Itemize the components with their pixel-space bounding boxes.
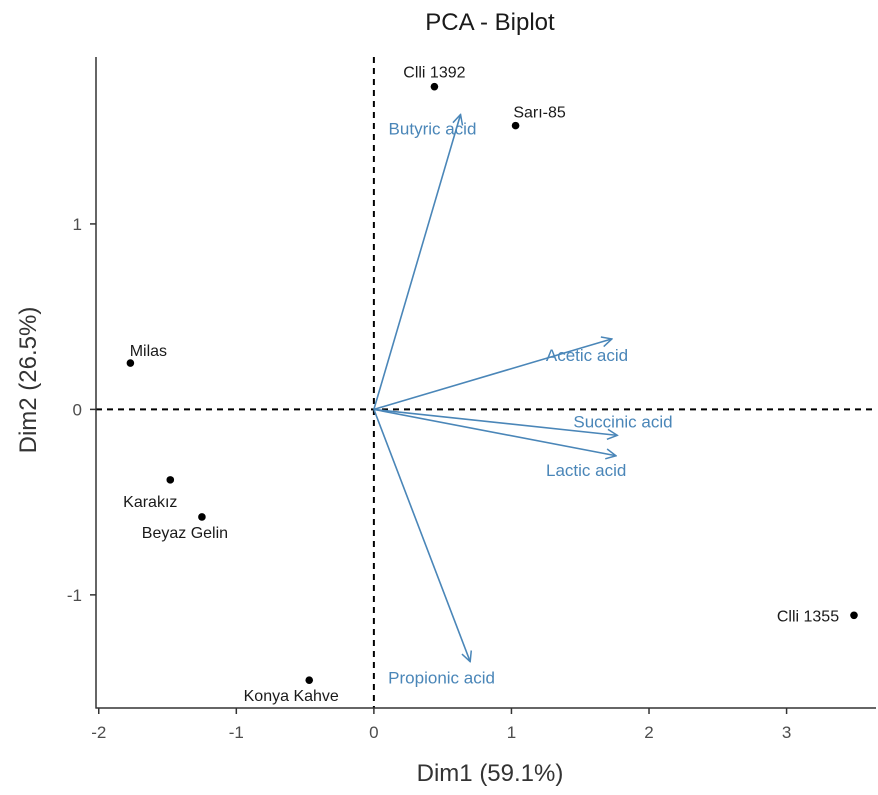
point-label-sar-85: Sarı-85 (513, 105, 566, 122)
x-tick-label: 1 (507, 723, 516, 742)
y-tick-label: 1 (73, 215, 82, 234)
x-tick-label: 2 (644, 723, 653, 742)
vector-propionic-acid (373, 409, 470, 661)
point-clli-1355 (850, 611, 858, 620)
x-tick-label: 0 (369, 723, 378, 742)
point-label-clli-1355: Clli 1355 (777, 608, 839, 625)
point-label-karak-z: Karakız (123, 494, 177, 511)
y-tick-label: 0 (73, 400, 82, 419)
vector-succinic-acid (373, 408, 617, 435)
point-clli-1392 (430, 82, 439, 91)
variable-vectors: Butyric acid Acetic acid Succinic acid Lact… (373, 114, 673, 688)
x-tick-label: -2 (91, 723, 106, 742)
point-label-beyaz-gelin: Beyaz Gelin (142, 525, 228, 542)
x-tick-label: -1 (229, 723, 244, 742)
axes (95, 57, 876, 709)
x-tick-label: 3 (782, 723, 791, 742)
vector-label-succinic-acid: Succinic acid (573, 412, 672, 431)
vector-label-butyric-acid: Butyric acid (389, 119, 477, 138)
point-karak-z (166, 476, 175, 484)
vector-butyric-acid (373, 114, 461, 410)
reference-lines (96, 57, 876, 708)
point-label-clli-1392: Clli 1392 (403, 65, 465, 82)
y-tick-label: -1 (67, 586, 82, 605)
chart-title: PCA - Biplot (425, 9, 555, 36)
vector-acetic-acid (373, 339, 612, 411)
point-label-konya-kahve: Konya Kahve (244, 688, 339, 705)
point-label-milas: Milas (130, 343, 167, 360)
point-beyaz-gelin (198, 513, 206, 521)
vector-label-lactic-acid: Lactic acid (546, 461, 626, 480)
point-milas (126, 359, 135, 367)
y-axis-title: Dim2 (26.5%) (15, 307, 42, 454)
x-axis-ticks: -2 -1 0 1 2 3 (91, 708, 791, 742)
vector-lactic-acid (373, 408, 616, 455)
point-sar-85 (511, 121, 520, 130)
vector-label-propionic-acid: Propionic acid (388, 669, 495, 688)
y-axis-ticks: -1 0 1 (67, 215, 96, 605)
individual-points: Clli 1392 Sarı-85 Milas Karakız Beyaz Gelin K… (123, 65, 858, 705)
x-axis-title: Dim1 (59.1%) (417, 760, 564, 787)
vector-label-acetic-acid: Acetic acid (546, 346, 628, 365)
point-konya-kahve (305, 676, 314, 684)
